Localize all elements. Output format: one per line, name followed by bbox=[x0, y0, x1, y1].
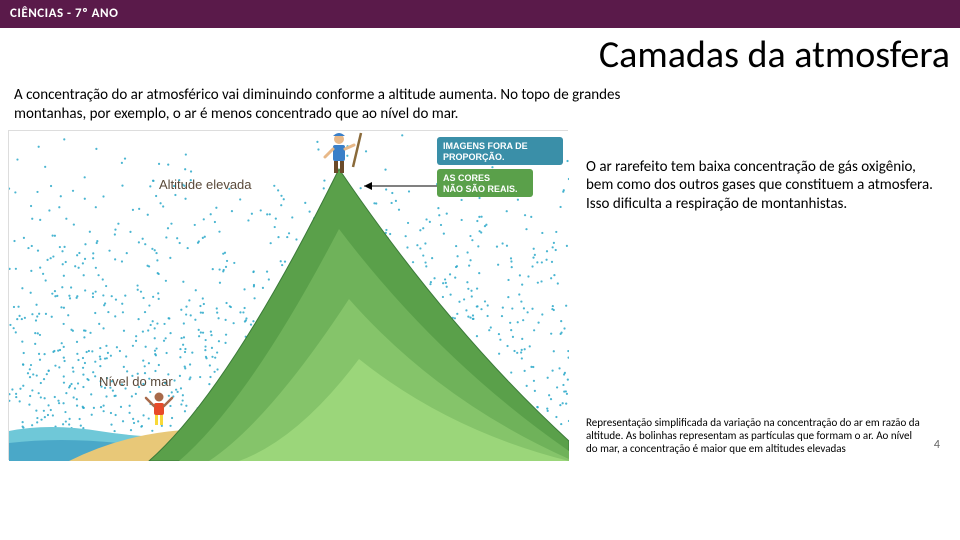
illustration: Altitude elevada Nível do mar IMAGENS FORA… bbox=[8, 130, 568, 460]
page-number: 4 bbox=[934, 438, 940, 452]
page-title: Camadas da atmosfera bbox=[599, 32, 950, 78]
svg-text:Altitude elevada: Altitude elevada bbox=[159, 177, 252, 192]
header-bar: CIÊNCIAS - 7º ANO bbox=[0, 0, 960, 28]
svg-text:IMAGENS FORA DE: IMAGENS FORA DE bbox=[443, 141, 528, 151]
main-content: Altitude elevada Nível do mar IMAGENS FORA… bbox=[0, 130, 960, 460]
caption: Representação simplificada da variação n… bbox=[582, 412, 952, 460]
svg-text:NÃO SÃO REAIS.: NÃO SÃO REAIS. bbox=[443, 184, 518, 194]
svg-text:AS CORES: AS CORES bbox=[443, 173, 490, 183]
side-text: O ar rarefeito tem baixa concentração de… bbox=[580, 130, 952, 214]
svg-text:Nível do mar: Nível do mar bbox=[99, 374, 173, 389]
intro-paragraph: A concentração do ar atmosférico vai dim… bbox=[0, 78, 640, 130]
header-text: CIÊNCIAS - 7º ANO bbox=[10, 6, 118, 21]
right-column: O ar rarefeito tem baixa concentração de… bbox=[580, 130, 952, 460]
svg-text:PROPORÇÃO.: PROPORÇÃO. bbox=[443, 152, 505, 162]
title-row: Camadas da atmosfera bbox=[0, 28, 960, 78]
